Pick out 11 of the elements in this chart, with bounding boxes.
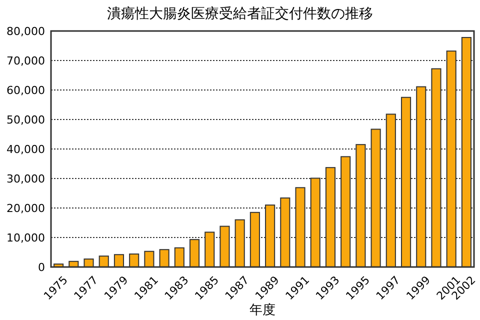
y-tick-label: 30,000 <box>6 172 45 186</box>
y-tick-label: 50,000 <box>6 114 45 126</box>
x-axis-title: 年度 <box>250 302 276 318</box>
y-tick-label: 80,000 <box>6 25 45 38</box>
y-tick-label: 10,000 <box>6 232 45 244</box>
y-tick-label: 40,000 <box>6 143 45 156</box>
y-tick-label: 0 <box>38 261 45 274</box>
chart-title: 潰瘍性大腸炎医療受給者証交付件数の推移 <box>107 6 373 22</box>
y-tick-label: 60,000 <box>6 84 45 97</box>
y-tick-label: 20,000 <box>6 202 45 215</box>
y-tick-label: 70,000 <box>6 54 45 68</box>
